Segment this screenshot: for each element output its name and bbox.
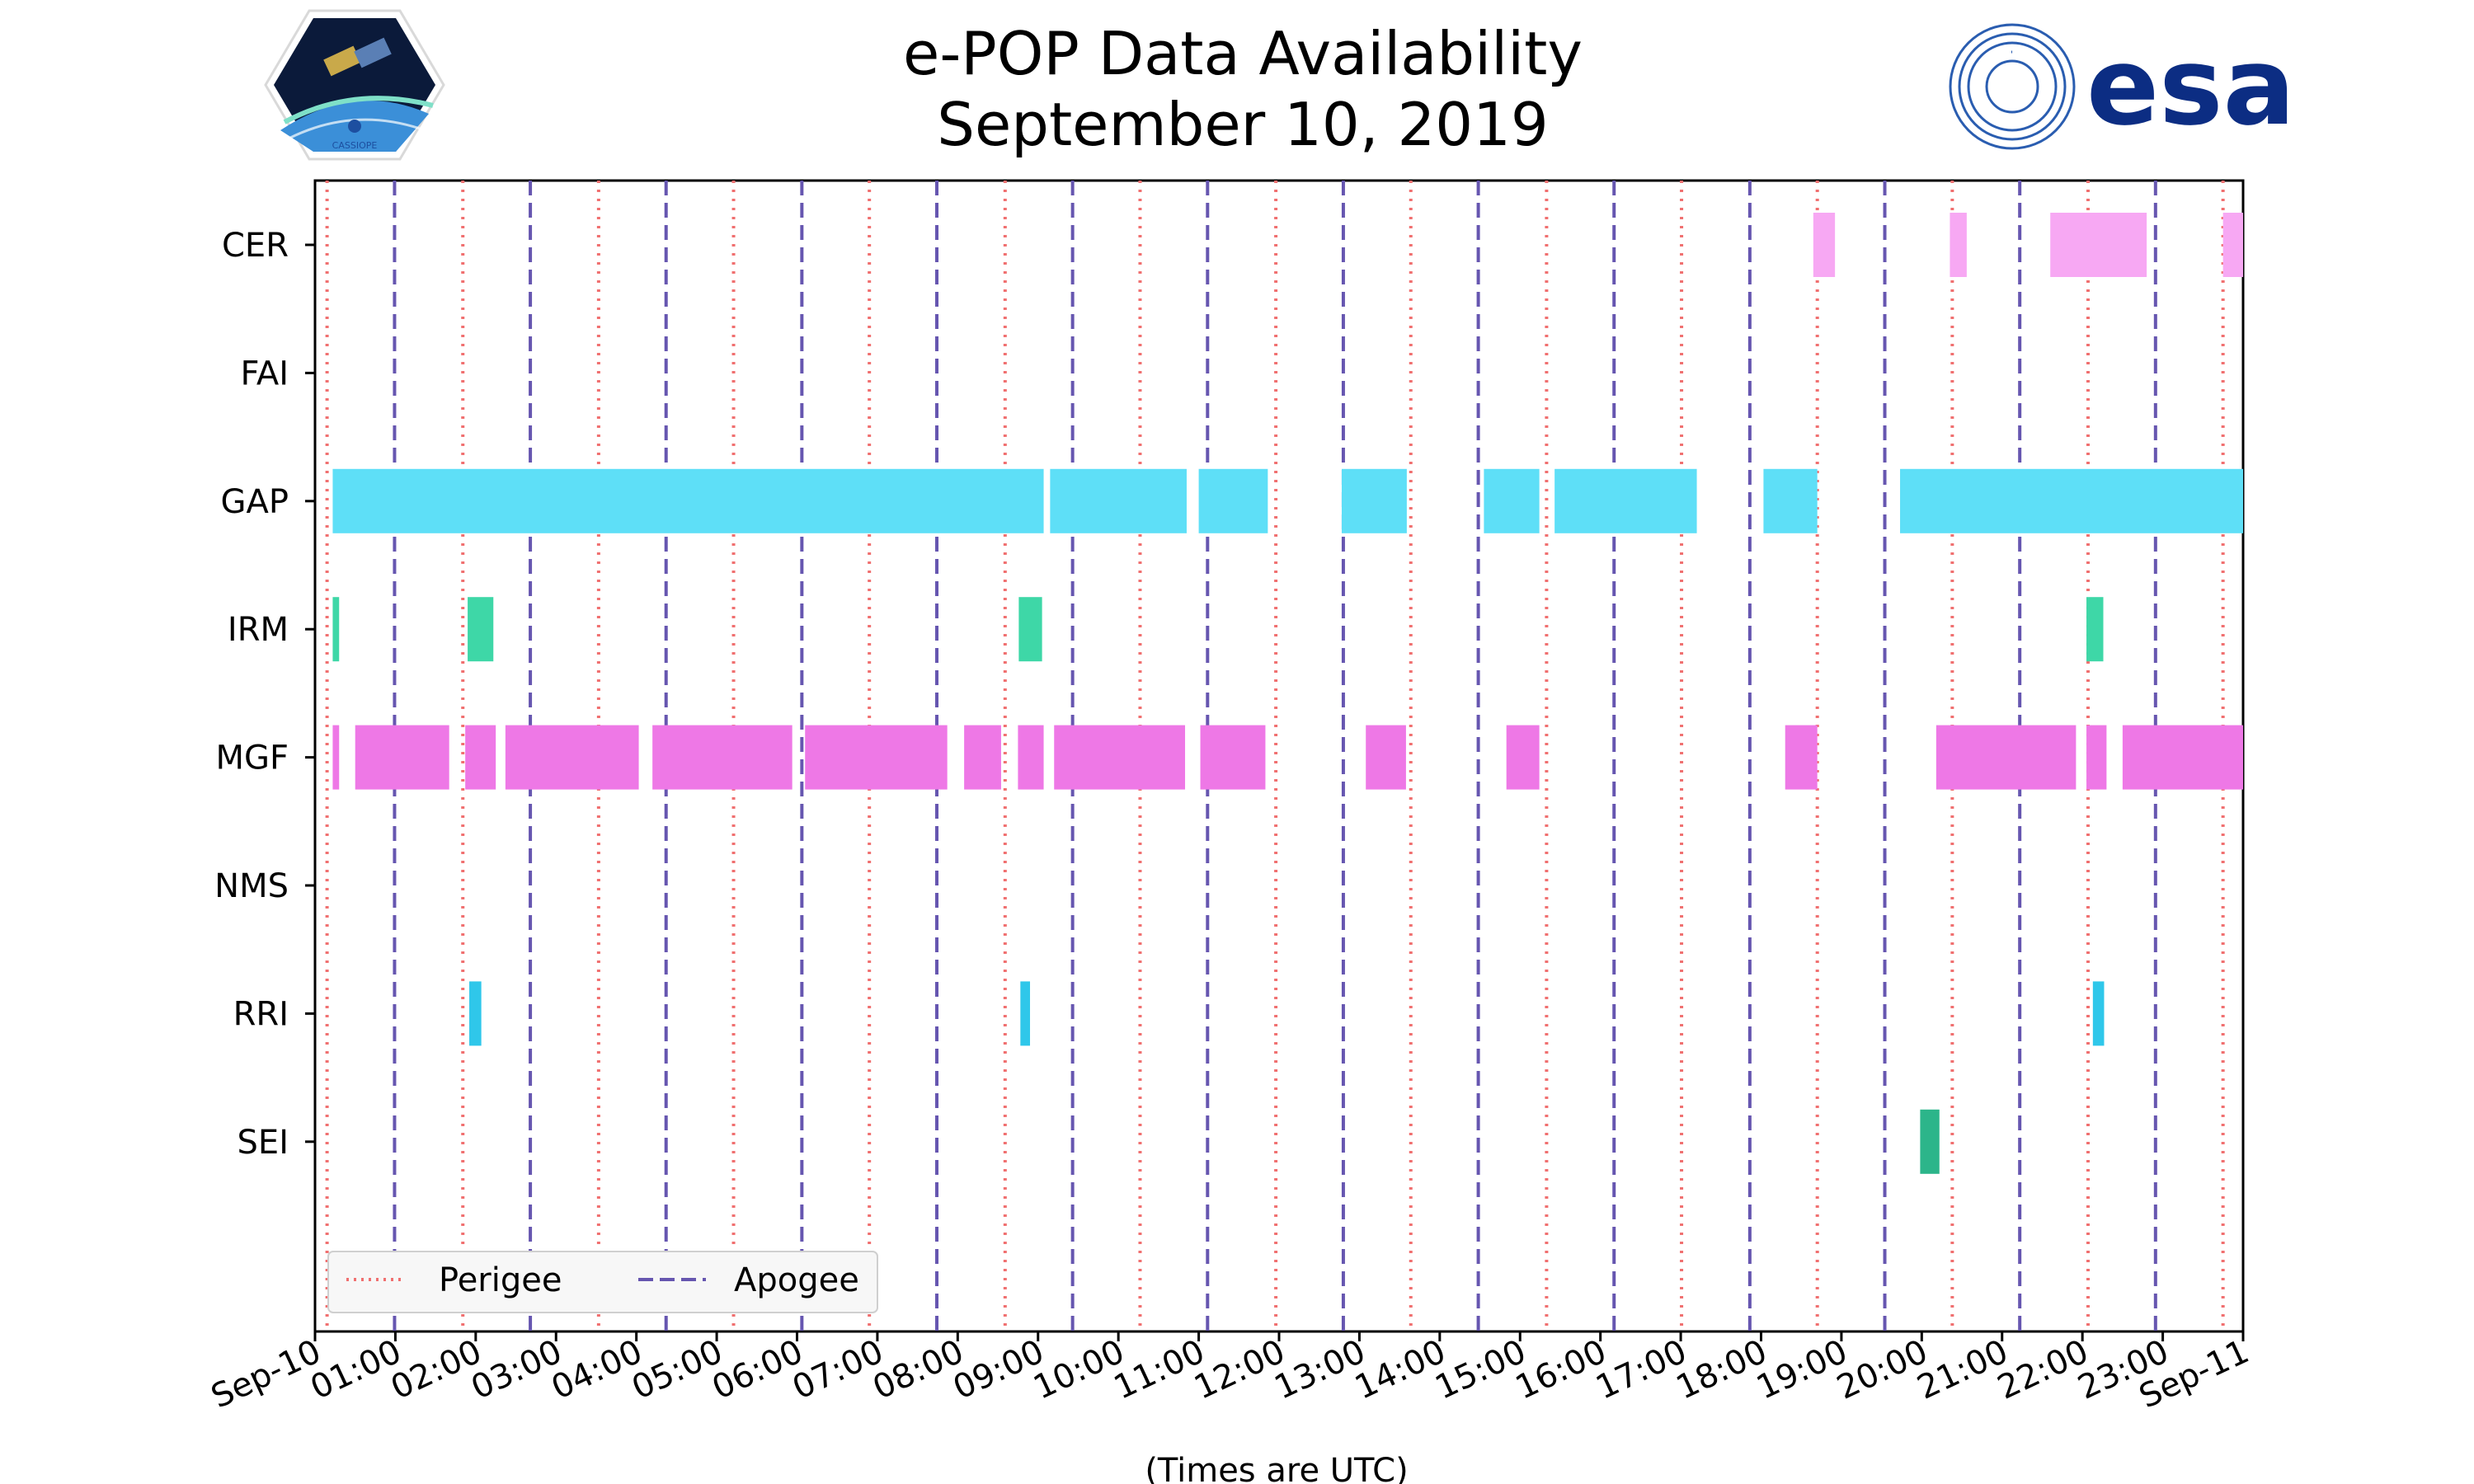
y-axis: CER FAI GAP IRM MGF NMS RRI SEI: [214, 227, 315, 1162]
sei-bar-0: [1920, 1109, 1940, 1174]
y-label-rri: RRI: [233, 995, 289, 1033]
mgf-bar-15: [2122, 725, 2243, 790]
x-axis-label: (Times are UTC): [1145, 1452, 1408, 1484]
mgf-bar-9: [1200, 725, 1266, 790]
cer-bar-3: [2222, 213, 2243, 277]
y-label-gap: GAP: [221, 483, 289, 521]
mgf-bar-14: [2086, 725, 2107, 790]
y-label-fai: FAI: [241, 355, 289, 392]
rri-bar-0: [469, 981, 482, 1046]
cer-bar-2: [2050, 213, 2147, 277]
y-label-irm: IRM: [228, 611, 289, 649]
legend-box: [327, 1251, 878, 1313]
gap-bar-3: [1341, 468, 1407, 533]
mgf-bar-2: [465, 725, 496, 790]
cassiope-caption: CASSIOPE: [332, 140, 378, 151]
y-label-mgf: MGF: [215, 740, 289, 777]
mgf-bar-0: [332, 725, 340, 790]
y-label-cer: CER: [222, 227, 289, 265]
gap-bar-7: [1900, 468, 2243, 533]
rri-bar-1: [1020, 981, 1031, 1046]
irm-bar-1: [468, 597, 494, 662]
cassiope-logo: CASSIOPE: [264, 9, 445, 161]
mgf-bar-1: [355, 725, 449, 790]
data-bars: [332, 213, 2243, 1174]
cer-bar-0: [1813, 213, 1836, 277]
mgf-bar-10: [1366, 725, 1406, 790]
mgf-bar-12: [1785, 725, 1818, 790]
mgf-bar-8: [1054, 725, 1186, 790]
mgf-bar-3: [505, 725, 639, 790]
irm-bar-0: [332, 597, 340, 662]
cer-bar-1: [1950, 213, 1967, 277]
irm-bar-2: [1018, 597, 1042, 662]
mgf-bar-11: [1506, 725, 1540, 790]
y-label-sei: SEI: [238, 1124, 289, 1162]
mgf-bar-5: [805, 725, 948, 790]
x-axis: Sep-1001:0002:0003:0004:0005:0006:0007:0…: [205, 1331, 2255, 1416]
title-line-1: e-POP Data Availability: [903, 19, 1583, 88]
chart-title: e-POP Data Availability September 10, 20…: [0, 18, 2474, 160]
mgf-bar-13: [1935, 725, 2077, 790]
gap-bar-5: [1554, 468, 1697, 533]
mgf-bar-4: [652, 725, 793, 790]
esa-wordmark: esa: [2086, 24, 2295, 149]
title-line-2: September 10, 2019: [937, 90, 1549, 159]
legend-apogee-label: Apogee: [734, 1261, 859, 1299]
gap-bar-0: [332, 468, 1044, 533]
y-label-nms: NMS: [214, 867, 289, 905]
gap-bar-1: [1050, 468, 1187, 533]
irm-bar-3: [2086, 597, 2104, 662]
mgf-bar-6: [964, 725, 1001, 790]
orbit-marker-lines: [325, 181, 2225, 1331]
gap-bar-4: [1484, 468, 1540, 533]
rri-bar-2: [2092, 981, 2105, 1046]
gap-bar-6: [1763, 468, 1818, 533]
esa-logo: esa: [1949, 23, 2295, 150]
mgf-bar-7: [1018, 725, 1044, 790]
legend: Perigee Apogee: [327, 1251, 878, 1313]
gap-bar-2: [1198, 468, 1268, 533]
legend-perigee-label: Perigee: [439, 1261, 562, 1299]
